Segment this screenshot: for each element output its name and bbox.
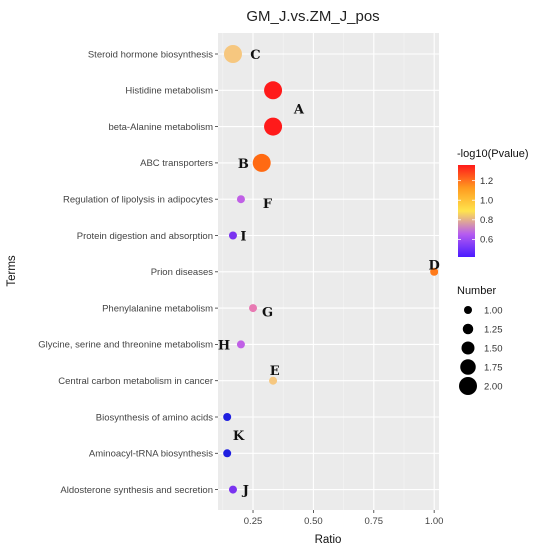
data-point <box>236 340 245 349</box>
y-axis: Steroid hormone biosynthesis Histidine me… <box>38 49 218 496</box>
annotations: C A B F I D G H E K J <box>218 48 440 499</box>
x-tick-label: 1.00 <box>425 516 444 527</box>
annotation-label: C <box>250 48 260 63</box>
size-legend-dot <box>460 359 476 375</box>
annotation-label: E <box>270 364 280 379</box>
y-axis-label: Terms <box>6 255 18 287</box>
y-tick-label: Prion diseases <box>151 267 214 278</box>
annotation-label: A <box>293 102 305 117</box>
data-point <box>264 117 283 136</box>
colorbar-tick-label: 0.6 <box>480 235 493 246</box>
grid <box>218 33 439 510</box>
annotation-label: G <box>262 306 273 321</box>
size-legend-title: Number <box>457 285 496 297</box>
colorbar-tick-label: 0.8 <box>480 215 493 226</box>
data-point <box>264 81 283 100</box>
color-legend: -log10(Pvalue) 0.6 0.8 1.0 1.2 <box>457 148 529 257</box>
size-legend-label: 2.00 <box>484 381 503 392</box>
y-tick-label: beta-Alanine metabolism <box>108 122 213 133</box>
chart-title: GM_J.vs.ZM_J_pos <box>246 8 379 25</box>
colorbar-tick-label: 1.0 <box>480 196 493 207</box>
colorbar-tick-label: 1.2 <box>480 176 493 187</box>
y-tick-label: Histidine metabolism <box>125 86 213 97</box>
x-tick-label: 0.25 <box>244 516 263 527</box>
size-legend-label: 1.50 <box>484 343 503 354</box>
annotation-label: H <box>218 338 230 353</box>
annotation-label: B <box>238 157 249 172</box>
y-tick-label: ABC transporters <box>140 158 213 169</box>
x-tick-label: 0.50 <box>304 516 323 527</box>
data-point <box>223 413 232 421</box>
size-legend-label: 1.25 <box>484 324 503 335</box>
size-legend: Number 1.00 1.25 1.50 1.75 2.00 <box>457 285 503 395</box>
x-axis-label: Ratio <box>315 534 342 546</box>
size-legend-dot <box>462 323 474 335</box>
y-tick-label: Biosynthesis of amino acids <box>96 412 213 423</box>
y-tick-label: Glycine, serine and threonine metabolism <box>38 340 213 351</box>
annotation-label: D <box>429 259 440 274</box>
data-point <box>430 267 439 276</box>
data-point <box>249 304 258 313</box>
y-tick-label: Aldosterone synthesis and secretion <box>60 485 213 496</box>
data-points <box>223 45 439 494</box>
y-tick-label: Steroid hormone biosynthesis <box>88 49 213 60</box>
size-legend-dot <box>464 306 472 314</box>
annotation-label: F <box>263 197 273 212</box>
size-legend-label: 1.75 <box>484 362 503 373</box>
data-point <box>269 376 278 385</box>
data-point <box>223 449 232 458</box>
x-tick-label: 0.75 <box>365 516 384 527</box>
size-legend-label: 1.00 <box>484 305 503 316</box>
color-legend-title: -log10(Pvalue) <box>457 148 529 160</box>
annotation-label: K <box>233 429 245 444</box>
y-tick-label: Protein digestion and absorption <box>77 231 213 242</box>
data-point <box>228 231 237 240</box>
data-point <box>223 45 242 63</box>
y-tick-label: Phenylalanine metabolism <box>102 303 213 314</box>
colorbar <box>458 165 475 257</box>
size-legend-dot <box>459 377 477 395</box>
y-tick-label: Central carbon metabolism in cancer <box>58 376 213 387</box>
size-legend-dot <box>461 341 475 355</box>
x-axis: 0.25 0.50 0.75 1.00 <box>244 510 444 527</box>
annotation-label: J <box>242 484 249 499</box>
data-point <box>228 485 237 494</box>
data-point <box>236 195 245 204</box>
data-point <box>252 153 271 172</box>
y-tick-label: Regulation of lipolysis in adipocytes <box>63 195 213 206</box>
annotation-label: I <box>240 230 246 245</box>
y-tick-label: Aminoacyl-tRNA biosynthesis <box>89 449 213 460</box>
